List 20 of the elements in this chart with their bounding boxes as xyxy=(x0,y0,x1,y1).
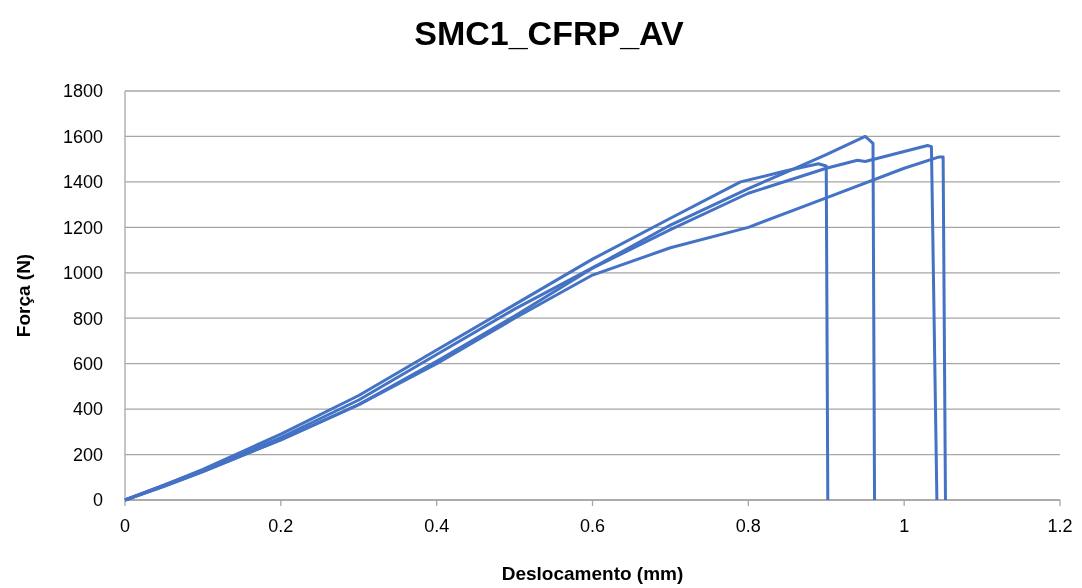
y-tick-label: 1000 xyxy=(62,263,103,284)
y-tick-label: 400 xyxy=(72,399,103,420)
x-tick-label: 0.6 xyxy=(579,516,606,536)
x-tick-label: 1.2 xyxy=(1047,516,1073,536)
x-tick-label: 1 xyxy=(899,516,910,536)
x-axis-title: Deslocamento (mm) xyxy=(501,563,684,584)
chart-title: SMC1_CFRP_AV xyxy=(414,14,685,52)
y-tick-label: 1200 xyxy=(62,217,103,238)
x-tick-label: 0.4 xyxy=(424,516,450,536)
y-axis-title: Força (N) xyxy=(13,253,34,338)
x-tick-label: 0.8 xyxy=(735,516,761,536)
y-tick-label: 0 xyxy=(92,490,103,511)
y-tick-label: 1800 xyxy=(62,81,103,102)
y-tick-label: 600 xyxy=(72,353,103,374)
y-tick-label: 1600 xyxy=(62,126,103,147)
x-tick-label: 0.2 xyxy=(268,516,294,536)
y-tick-label: 800 xyxy=(72,308,103,329)
y-tick-label: 200 xyxy=(72,444,103,465)
x-tick-label: 0 xyxy=(119,516,131,536)
y-tick-label: 1400 xyxy=(62,172,103,193)
